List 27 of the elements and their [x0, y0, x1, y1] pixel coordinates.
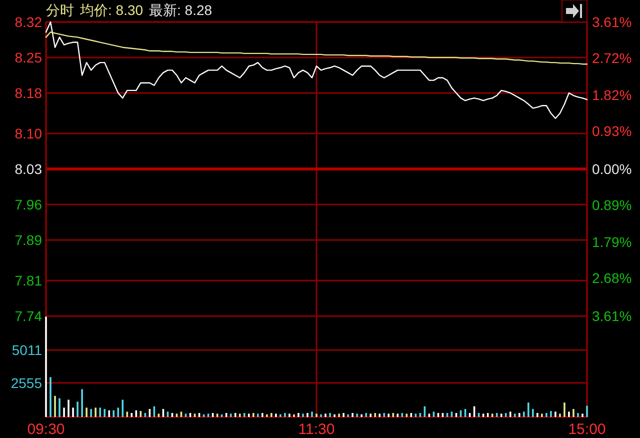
x-tick-label: 09:30 — [27, 421, 65, 438]
y-tick-label: 7.89 — [14, 232, 42, 248]
y2-tick-label: 1.79% — [592, 234, 632, 250]
y2-tick-label: 2.72% — [592, 50, 632, 66]
line-series — [45, 32, 588, 65]
chart-title: 分时 — [46, 2, 74, 18]
x-tick-label: 11:30 — [298, 421, 335, 438]
y-tick-label: 8.25 — [14, 49, 42, 66]
text: 均价: 8.30 — [79, 2, 144, 18]
y-tick-label: 7.96 — [14, 196, 42, 213]
y-tick-label: 8.10 — [14, 126, 42, 142]
y3-tick-label: 5011 — [12, 342, 42, 358]
y3-tick-label: 2555 — [10, 374, 42, 391]
y-tick-label: 7.81 — [14, 272, 42, 289]
y2-tick-label: 1.82% — [592, 86, 632, 103]
text: 最新: 8.28 — [149, 2, 212, 18]
y-tick-label: 8.03 — [14, 161, 42, 178]
y2-tick-label: 3.61% — [592, 14, 632, 30]
y-tick-label: 8.32 — [14, 14, 42, 30]
y2-tick-label: 2.68% — [592, 270, 632, 286]
y2-tick-label: 0.93% — [592, 123, 632, 140]
y2-tick-label: 0.00% — [592, 161, 632, 178]
y2-tick-label: 3.61% — [592, 308, 632, 324]
y-tick-label: 7.74 — [14, 308, 42, 324]
y-tick-label: 8.18 — [14, 84, 42, 101]
y2-tick-label: 0.89% — [592, 197, 632, 214]
x-tick-label: 15:00 — [568, 421, 606, 438]
